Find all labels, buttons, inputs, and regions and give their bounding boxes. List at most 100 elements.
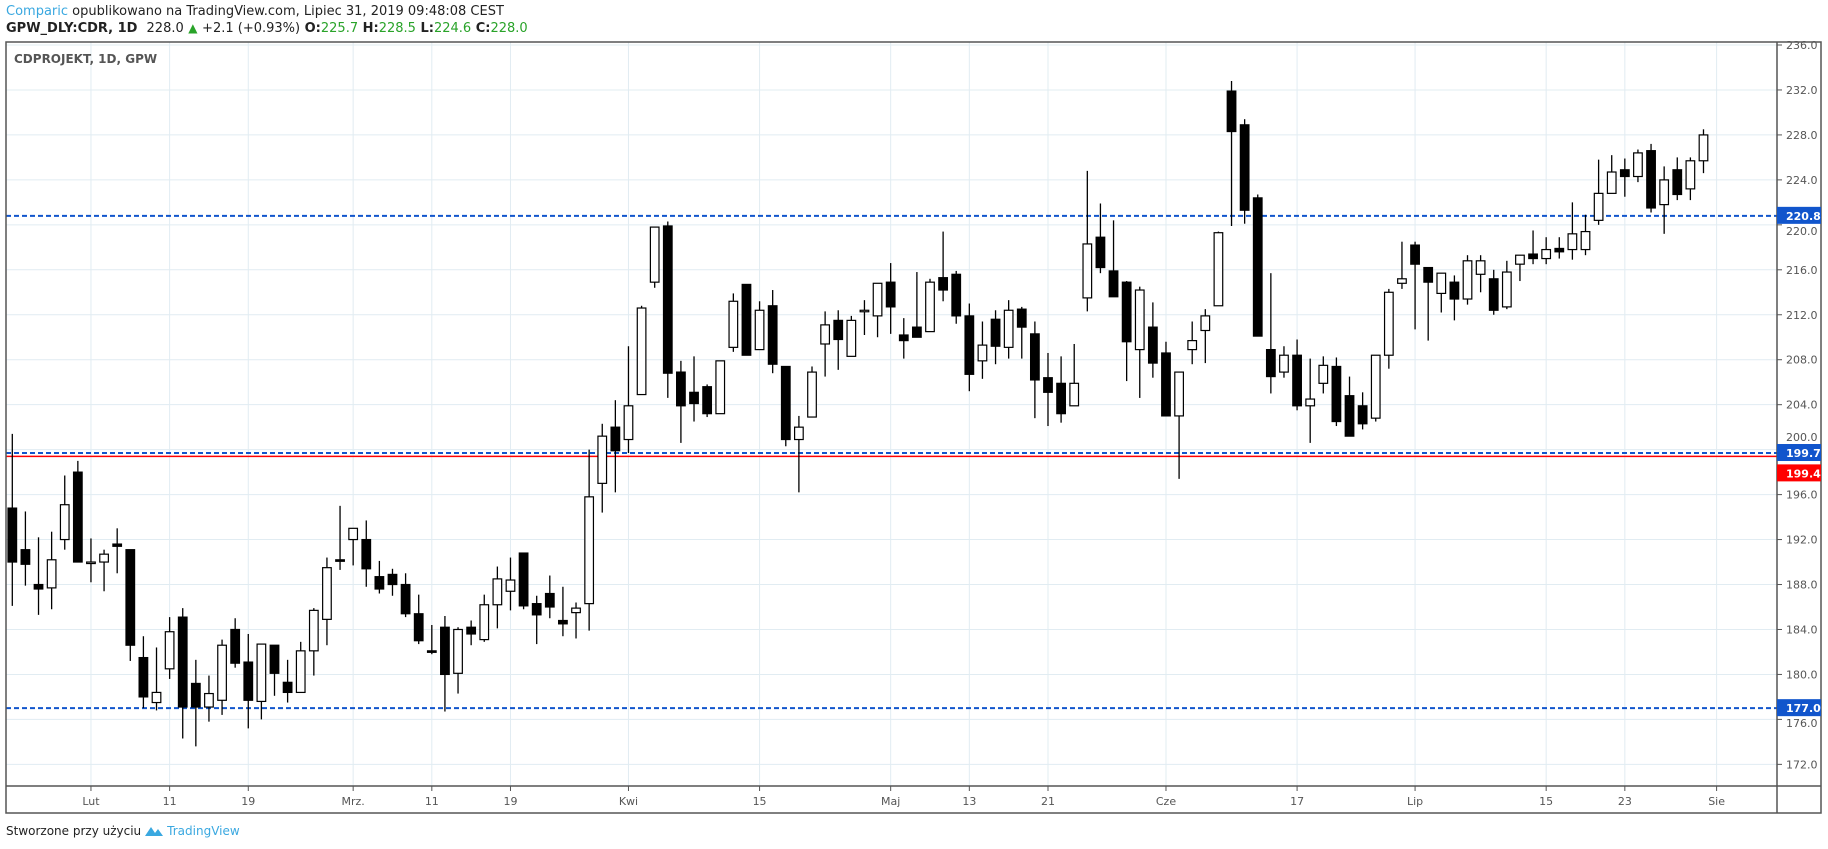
candle-body bbox=[1331, 365, 1342, 423]
x-tick-label: Lip bbox=[1407, 795, 1423, 808]
footer-text: Stworzone przy użyciu bbox=[6, 824, 142, 838]
candle-body bbox=[1174, 371, 1184, 417]
y-tick-label: 224.0 bbox=[1786, 174, 1818, 187]
candle-down bbox=[767, 290, 778, 374]
candle-down bbox=[518, 552, 529, 610]
candle-down bbox=[33, 537, 44, 615]
candle-down bbox=[1239, 119, 1250, 224]
candle-down bbox=[190, 659, 201, 747]
x-tick-label: Lut bbox=[82, 795, 100, 808]
candle-body bbox=[1449, 281, 1460, 300]
candle-up bbox=[571, 602, 581, 639]
up-arrow-icon: ▲ bbox=[188, 21, 198, 35]
y-tick-label: 180.0 bbox=[1786, 668, 1818, 681]
candle-body bbox=[1672, 169, 1683, 196]
candle-down bbox=[361, 520, 372, 587]
candle-down bbox=[1449, 275, 1460, 321]
candle-up bbox=[256, 643, 267, 720]
candle-body bbox=[728, 300, 739, 348]
candle-up bbox=[872, 282, 883, 338]
candle-down bbox=[1672, 157, 1683, 201]
candle-body bbox=[636, 307, 647, 396]
author-link[interactable]: Comparic bbox=[6, 4, 69, 19]
candle-up bbox=[820, 311, 831, 377]
candle-up bbox=[649, 226, 660, 288]
candles bbox=[7, 80, 1709, 747]
candle-body bbox=[702, 386, 713, 415]
tradingview-link[interactable]: TradingView bbox=[167, 824, 240, 838]
time-axis[interactable]: Lut 11 19 Mrz. 11 19 Kwi 15 Maj 13 21 Cze 17 Lip 15 23 S… bbox=[82, 786, 1725, 808]
high-value: 228.5 bbox=[378, 21, 416, 36]
candle-body bbox=[1279, 354, 1289, 373]
chart-title: CDPROJEKT, 1D, GPW bbox=[14, 52, 157, 66]
candle-down bbox=[1331, 357, 1342, 427]
candle-body bbox=[348, 527, 359, 541]
candle-body bbox=[1029, 333, 1040, 381]
level-label: 220.8 bbox=[1786, 210, 1821, 223]
candle-up bbox=[977, 321, 988, 379]
candle-down bbox=[1147, 302, 1158, 378]
y-tick-label: 204.0 bbox=[1786, 399, 1818, 412]
candle-body bbox=[426, 650, 437, 653]
candle-body bbox=[1108, 270, 1119, 298]
y-tick-label: 208.0 bbox=[1786, 354, 1818, 367]
level-label: 177.0 bbox=[1786, 702, 1821, 715]
level-label-box bbox=[1777, 206, 1821, 224]
candle-down bbox=[1161, 341, 1171, 417]
candle-body bbox=[46, 559, 57, 589]
candle-down bbox=[243, 633, 254, 729]
candle-body bbox=[1383, 291, 1394, 356]
candle-down bbox=[413, 594, 424, 645]
candle-up bbox=[584, 449, 595, 631]
candle-up bbox=[479, 594, 490, 642]
candle-down bbox=[466, 620, 477, 646]
candle-up bbox=[1659, 166, 1670, 234]
candle-body bbox=[322, 567, 332, 620]
low-value: 224.6 bbox=[433, 21, 472, 36]
symbol-legend: GPW_DLY:CDR, 1D 228.0 ▲ +2.1 (+0.93%) O:… bbox=[6, 21, 528, 36]
candle-down bbox=[938, 231, 949, 302]
x-tick-label: 23 bbox=[1618, 795, 1632, 808]
candle-body bbox=[1659, 179, 1670, 206]
candle-up bbox=[99, 549, 109, 592]
candle-down bbox=[1619, 158, 1630, 197]
candle-up bbox=[295, 641, 306, 694]
candle-body bbox=[1016, 308, 1027, 328]
candle-down bbox=[531, 595, 542, 645]
x-tick-label: 21 bbox=[1041, 795, 1055, 808]
candle-body bbox=[1056, 382, 1067, 415]
candle-body bbox=[440, 626, 450, 676]
candle-body bbox=[7, 507, 18, 563]
candle-down bbox=[662, 221, 673, 398]
level-labels: 220.8 199.7 177.0 199.4 bbox=[1777, 206, 1821, 717]
candle-body bbox=[282, 681, 293, 694]
x-tick-label: 13 bbox=[962, 795, 976, 808]
candle-body bbox=[977, 344, 988, 362]
candle-down bbox=[177, 608, 188, 739]
candle-up bbox=[754, 301, 765, 351]
candle-up bbox=[636, 305, 647, 396]
candle-body bbox=[1121, 281, 1132, 343]
candle-down bbox=[951, 270, 962, 324]
candle-body bbox=[505, 579, 516, 592]
candle-down bbox=[125, 549, 136, 661]
candle-body bbox=[990, 318, 1001, 347]
candle-down bbox=[911, 272, 922, 338]
price-axis[interactable]: 172.0 176.0 180.0 184.0 188.0 192.0 196.0 200.0… bbox=[1777, 39, 1818, 771]
candle-body bbox=[1239, 124, 1250, 211]
symbol-name: GPW_DLY:CDR, 1D bbox=[6, 21, 138, 36]
candle-up bbox=[1213, 231, 1224, 307]
publication-info: Comparic opublikowano na TradingView.com… bbox=[6, 4, 504, 19]
candle-down bbox=[610, 400, 621, 493]
candle-down bbox=[885, 263, 896, 334]
candle-down bbox=[440, 615, 450, 712]
candle-body bbox=[1593, 192, 1604, 221]
candle-down bbox=[1121, 281, 1132, 382]
candle-body bbox=[1501, 271, 1512, 308]
last-price: 228.0 bbox=[146, 21, 184, 36]
candle-body bbox=[951, 273, 962, 317]
candle-down bbox=[1029, 321, 1040, 419]
candle-down bbox=[374, 560, 385, 594]
candle-up bbox=[1593, 159, 1604, 225]
